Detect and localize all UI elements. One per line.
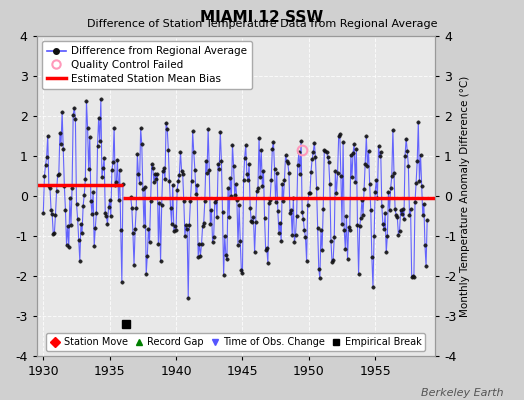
Y-axis label: Monthly Temperature Anomaly Difference (°C): Monthly Temperature Anomaly Difference (… [461, 75, 471, 317]
Text: Berkeley Earth: Berkeley Earth [421, 388, 503, 398]
Text: Difference of Station Temperature Data from Regional Average: Difference of Station Temperature Data f… [87, 19, 437, 29]
Text: MIAMI 12 SSW: MIAMI 12 SSW [200, 10, 324, 25]
Legend: Station Move, Record Gap, Time of Obs. Change, Empirical Break: Station Move, Record Gap, Time of Obs. C… [46, 333, 425, 351]
